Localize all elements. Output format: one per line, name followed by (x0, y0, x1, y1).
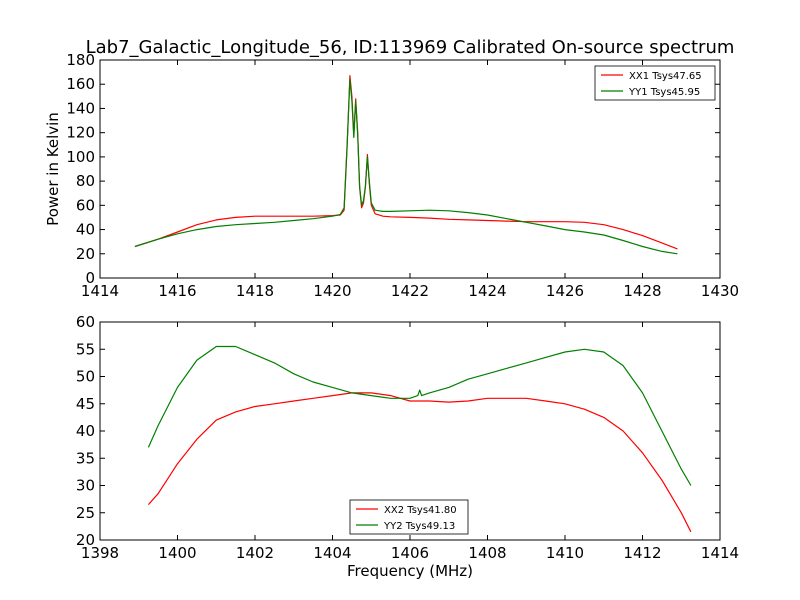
y-tick-label: 120 (66, 124, 95, 142)
x-tick-label: 1404 (313, 544, 351, 562)
top-panel-ticks: 1414 1416 1418 1420 1422 1424 1426 1428 1430 0 20 4… (66, 51, 739, 300)
y-tick-label: 40 (76, 221, 95, 239)
bottom-x-axis-label: Frequency (MHz) (347, 562, 473, 580)
x-tick-label: 1428 (623, 282, 661, 300)
y-tick-label: 60 (76, 196, 95, 214)
legend-label: YY2 Tsys49.13 (383, 521, 455, 532)
y-tick-label: 180 (66, 51, 95, 69)
x-tick-label: 1406 (391, 544, 429, 562)
bottom-panel-series (147, 345, 692, 533)
x-tick-label: 1412 (623, 544, 661, 562)
legend-box (594, 65, 716, 101)
top-y-axis-label: Power in Kelvin (44, 112, 62, 226)
x-tick-label: 1410 (546, 544, 584, 562)
y-tick-label: 80 (76, 172, 95, 190)
y-tick-label: 100 (66, 148, 95, 166)
series-line (147, 345, 692, 486)
x-tick-label: 1426 (546, 282, 584, 300)
x-tick-label: 1430 (701, 282, 739, 300)
y-tick-label: 160 (66, 75, 95, 93)
legend-label: XX2 Tsys41.80 (384, 505, 457, 516)
bottom-legend: XX2 Tsys41.80 YY2 Tsys49.13 (349, 499, 469, 535)
top-panel-frame (99, 59, 721, 279)
x-tick-label: 1422 (391, 282, 429, 300)
legend-label: XX1 Tsys47.65 (629, 71, 702, 82)
x-tick-label: 1408 (468, 544, 506, 562)
series-line (134, 78, 678, 255)
y-tick-label: 0 (85, 269, 95, 287)
top-panel: 1414 1416 1418 1420 1422 1424 1426 1428 1430 0 20 4… (44, 51, 739, 300)
y-tick-label: 20 (76, 245, 95, 263)
legend-box (349, 499, 469, 535)
y-tick-label: 25 (76, 504, 95, 522)
bottom-panel: 1398 1400 1402 1404 1406 1408 1410 1412 1414 20 25… (76, 313, 739, 580)
y-tick-label: 50 (76, 368, 95, 386)
x-tick-label: 1414 (701, 544, 739, 562)
y-tick-label: 35 (76, 449, 95, 467)
top-legend: XX1 Tsys47.65 YY1 Tsys45.95 (594, 65, 716, 101)
x-tick-label: 1420 (313, 282, 351, 300)
y-tick-label: 55 (76, 340, 95, 358)
figure-title: Lab7_Galactic_Longitude_56, ID:113969 Ca… (86, 37, 735, 58)
x-tick-label: 1424 (468, 282, 506, 300)
y-tick-label: 60 (76, 313, 95, 331)
y-tick-label: 30 (76, 477, 95, 495)
legend-label: YY1 Tsys45.95 (628, 87, 700, 98)
x-tick-label: 1398 (81, 544, 119, 562)
y-tick-label: 40 (76, 422, 95, 440)
bottom-panel-ticks: 1398 1400 1402 1404 1406 1408 1410 1412 1414 20 25… (76, 313, 739, 562)
bottom-panel-frame (99, 321, 721, 541)
y-tick-label: 45 (76, 395, 95, 413)
x-tick-label: 1400 (158, 544, 196, 562)
x-tick-label: 1418 (236, 282, 274, 300)
y-tick-label: 140 (66, 99, 95, 117)
series-line (147, 392, 692, 533)
x-tick-label: 1402 (236, 544, 274, 562)
x-tick-label: 1414 (81, 282, 119, 300)
x-tick-label: 1416 (158, 282, 196, 300)
top-panel-series (134, 75, 678, 255)
y-tick-label: 20 (76, 531, 95, 549)
